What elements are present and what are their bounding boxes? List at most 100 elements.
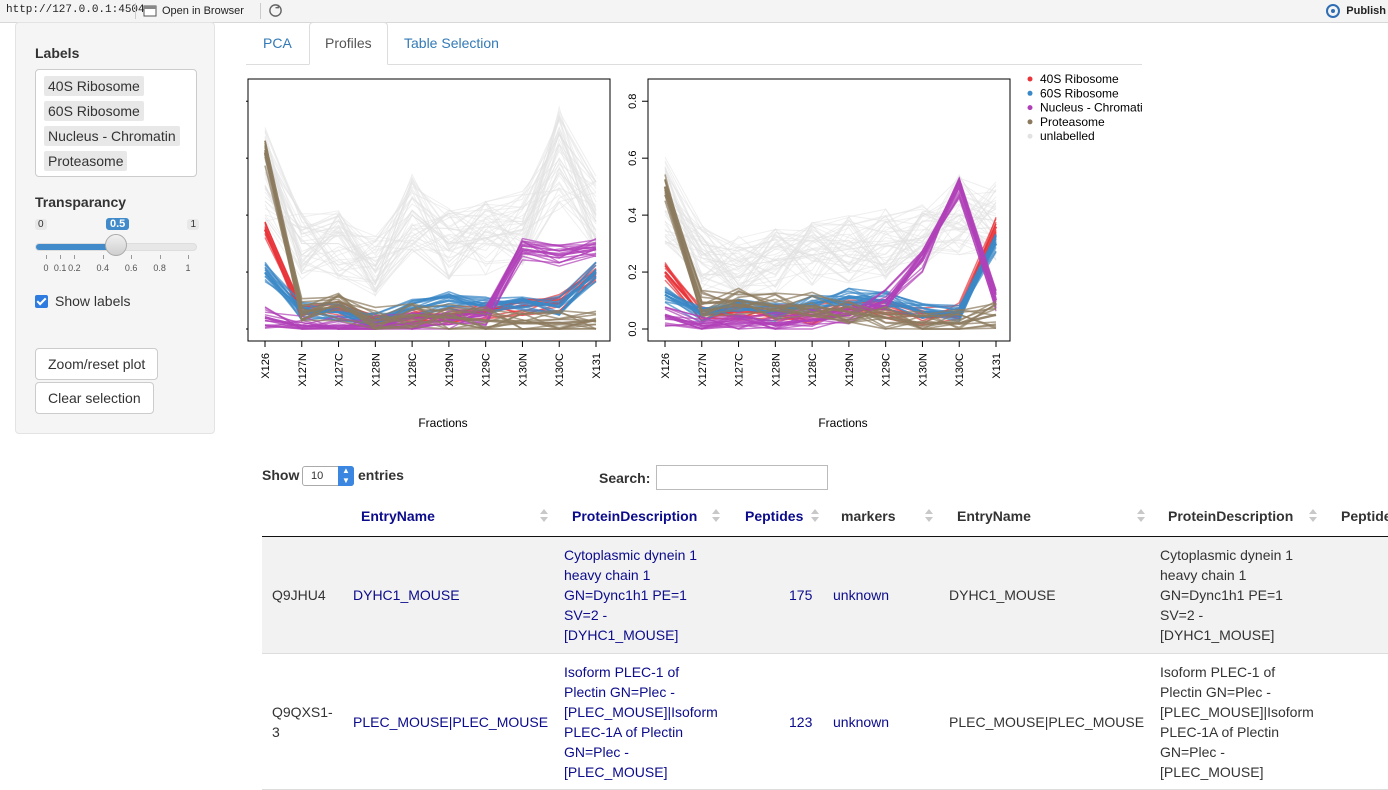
desc-line: Plectin GN=Plec - — [564, 684, 675, 700]
desc-line: [PLEC_MOUSE]|Isoform — [564, 704, 718, 720]
slider-value-label: 0.5 — [106, 218, 130, 230]
open-in-browser-label: Open in Browser — [162, 5, 244, 17]
profile-line — [264, 161, 597, 268]
desc-line: Isoform PLEC-1 of — [564, 664, 680, 680]
sort-icon[interactable] — [1309, 509, 1317, 523]
profile-line — [664, 194, 997, 284]
window-icon — [143, 5, 157, 17]
show-labels-checkbox[interactable] — [35, 295, 48, 308]
col-header-proteindescription[interactable]: ProteinDescription — [572, 508, 698, 524]
zoom-reset-button[interactable]: Zoom/reset plot — [35, 348, 159, 380]
x-tick-label: X128C — [407, 353, 419, 387]
cell-description: Cytoplasmic dynein 1 heavy chain 1 GN=Dy… — [564, 545, 697, 645]
label-chip[interactable]: 60S Ribosome — [44, 101, 144, 121]
toolbar-divider — [260, 3, 261, 19]
table-row[interactable]: Q9JHU4 DYHC1_MOUSE Cytoplasmic dynein 1 … — [262, 537, 1388, 654]
show-labels-label[interactable]: Show labels — [55, 293, 131, 309]
series-line — [263, 152, 597, 325]
refresh-icon[interactable] — [268, 3, 283, 18]
desc-line: PLEC-1A of Plectin — [1160, 724, 1280, 740]
desc-line: [DYHC1_MOUSE] — [564, 627, 679, 643]
col-header-peptides[interactable]: Peptides — [745, 508, 804, 524]
table-row[interactable]: Q9QXS1- 3 PLEC_MOUSE|PLEC_MOUSE Isoform … — [262, 654, 1388, 790]
sort-icon[interactable] — [712, 509, 720, 523]
cell-description-2: Cytoplasmic dynein 1 heavy chain 1 GN=Dy… — [1160, 545, 1293, 645]
plot-frame — [647, 78, 1011, 342]
x-tick-label: X131 — [991, 353, 1003, 379]
profile-line — [664, 201, 997, 266]
desc-line: Plectin GN=Plec - — [1160, 684, 1271, 700]
transparency-title: Transparancy — [35, 194, 127, 210]
desc-line: PLEC-1A of Plectin — [564, 724, 684, 740]
publish-button[interactable]: Publish — [1325, 2, 1386, 20]
slider-tick — [102, 255, 104, 259]
col-header-markers[interactable]: markers — [841, 508, 896, 524]
tab-table-selection[interactable]: Table Selection — [404, 35, 499, 51]
col-header-entryname[interactable]: EntryName — [361, 508, 435, 524]
sort-icon[interactable] — [1137, 509, 1145, 523]
x-tick-label: X127N — [297, 353, 309, 387]
tab-profiles[interactable]: Profiles — [309, 22, 388, 65]
profile-line — [264, 147, 597, 330]
cell-entryname: PLEC_MOUSE|PLEC_MOUSE — [353, 714, 549, 730]
sort-icon[interactable] — [811, 509, 819, 523]
profile-line — [664, 179, 997, 323]
id-line: Q9QXS1- — [272, 704, 333, 720]
sort-icon[interactable] — [540, 509, 548, 523]
legend-label: 60S Ribosome — [1040, 86, 1119, 100]
profile-line — [264, 127, 597, 263]
labels-select[interactable]: 40S Ribosome 60S Ribosome Nucleus - Chro… — [35, 69, 197, 177]
legend-label: 40S Ribosome — [1040, 72, 1119, 86]
slider-ticks: 0 0.1 0.2 0.4 0.6 0.8 1 — [35, 255, 199, 275]
profile-line — [264, 133, 597, 296]
viewer-toolbar: http://127.0.0.1:4504 Open in Browser Pu… — [0, 0, 1388, 23]
search-input[interactable] — [656, 465, 828, 490]
clear-selection-button[interactable]: Clear selection — [35, 382, 154, 414]
legend-marker — [1027, 133, 1033, 139]
plot-frame — [247, 78, 611, 342]
cell-description: Isoform PLEC-1 of Plectin GN=Plec - [PLE… — [564, 662, 718, 782]
label-chip[interactable]: Proteasome — [44, 151, 128, 171]
tab-pca[interactable]: PCA — [263, 35, 292, 51]
col-header-proteindescription-2[interactable]: ProteinDescription — [1168, 508, 1294, 524]
legend-marker — [1027, 76, 1033, 82]
y-tick-label: 0.2 — [627, 264, 639, 279]
legend-label: Nucleus - Chromati — [1040, 101, 1143, 115]
tab-bar: PCA Profiles Table Selection — [246, 22, 1142, 65]
x-tick-label: X130C — [554, 353, 566, 387]
x-tick-label: X130N — [917, 353, 929, 387]
col-header-peptides-2[interactable]: Peptide — [1341, 508, 1388, 524]
url-label[interactable]: http://127.0.0.1:4504 — [6, 4, 145, 16]
profile-line — [664, 183, 997, 296]
x-axis-label: Fractions — [818, 416, 867, 430]
legend-marker — [1027, 90, 1033, 96]
slider-tick-label: 0.6 — [124, 263, 138, 273]
cell-id: Q9JHU4 — [272, 587, 326, 603]
profiles-plot[interactable]: 0.0 0.2 0.4 0.6 0.8 X126 X127N X127C X128N X128C X… — [246, 65, 1146, 435]
legend-label: Proteasome — [1040, 115, 1105, 129]
desc-line: [PLEC_MOUSE] — [564, 764, 668, 780]
open-in-browser-button[interactable]: Open in Browser — [143, 2, 244, 20]
x-tick-label: X131 — [591, 353, 603, 379]
slider-tick — [159, 255, 161, 259]
cell-entryname-2: DYHC1_MOUSE — [949, 587, 1056, 603]
desc-line: GN=Plec - — [564, 744, 629, 760]
sidebar-panel: Labels 40S Ribosome 60S Ribosome Nucleus… — [15, 22, 215, 434]
desc-line: GN=Dync1h1 PE=1 — [1160, 587, 1283, 603]
x-tick-label: X129N — [844, 353, 856, 387]
x-tick-label: X129N — [444, 353, 456, 387]
y-tick-label: 0.6 — [627, 151, 639, 166]
legend-label: unlabelled — [1040, 129, 1095, 143]
profile-line — [264, 132, 597, 283]
series-line — [663, 186, 997, 325]
profile-line — [664, 188, 997, 330]
label-chip[interactable]: Nucleus - Chromatin — [44, 126, 180, 146]
x-tick-label: X128C — [807, 353, 819, 387]
col-header-entryname-2[interactable]: EntryName — [957, 508, 1031, 524]
label-chip[interactable]: 40S Ribosome — [44, 76, 144, 96]
sort-icon[interactable] — [925, 509, 933, 523]
slider-handle[interactable] — [105, 234, 127, 256]
entries-select[interactable]: 10 ▲ ▼ — [302, 466, 354, 486]
publish-label: Publish — [1346, 5, 1386, 17]
publish-icon — [1326, 4, 1341, 18]
